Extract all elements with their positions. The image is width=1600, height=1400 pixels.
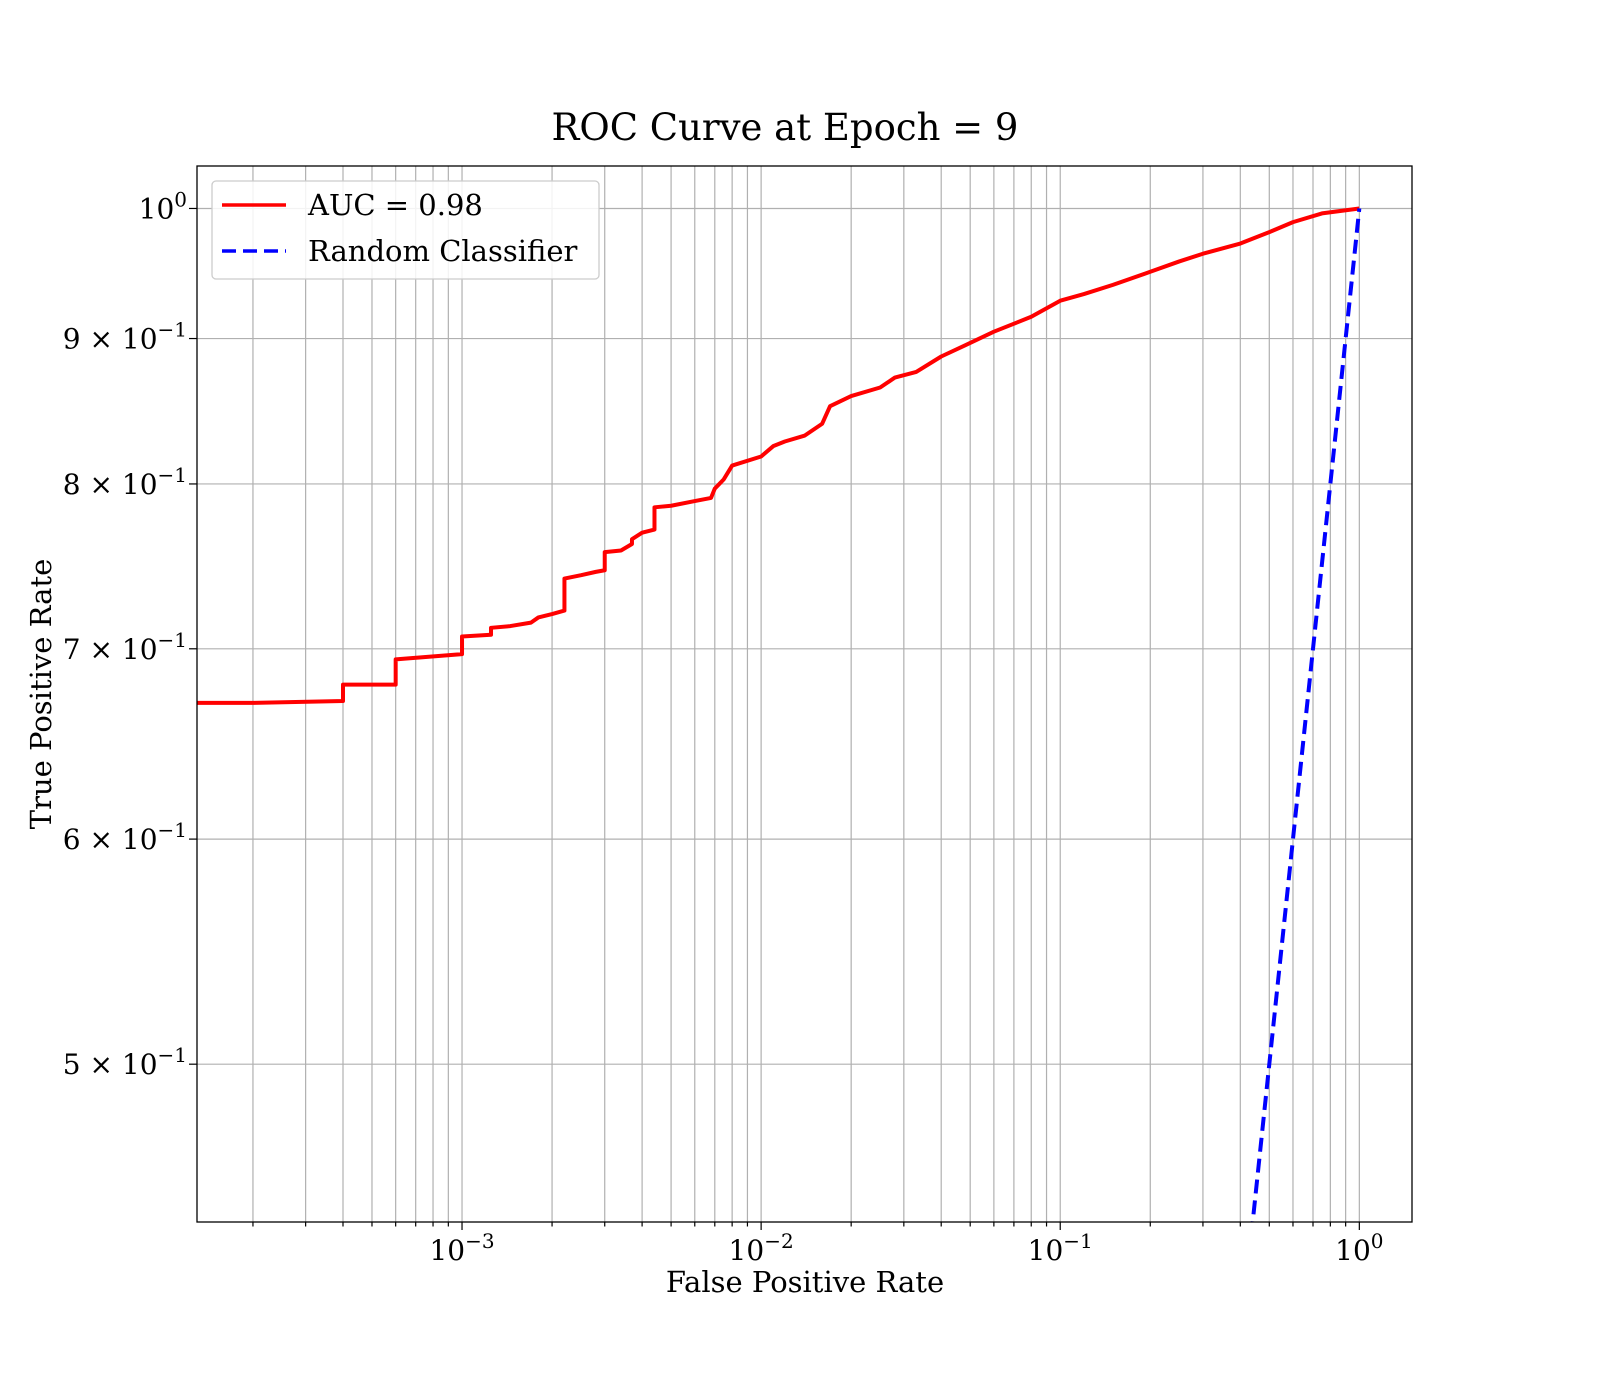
y-tick-label: 6 × 10−1 xyxy=(63,818,187,856)
y-axis-label: True Positive Rate xyxy=(24,559,58,830)
axis-ticks: 10−3 10−2 10−1 100 100 9 × 10−1 8 × 10−1 7 × 10… xyxy=(63,187,1384,1267)
random-classifier-line xyxy=(1250,208,1362,1222)
x-tick-label: 100 xyxy=(1335,1229,1383,1267)
x-axis-label: False Positive Rate xyxy=(666,1265,944,1299)
roc-curve-line xyxy=(197,206,1360,705)
y-tick-label: 5 × 10−1 xyxy=(63,1043,187,1081)
x-tick-label: 10−3 xyxy=(429,1229,494,1267)
legend-entry-auc: AUC = 0.98 xyxy=(307,188,483,222)
plot-frame xyxy=(196,165,1413,1223)
y-tick-label: 7 × 10−1 xyxy=(63,628,187,666)
x-tick-label: 10−2 xyxy=(729,1229,794,1267)
plot-area xyxy=(197,206,1362,1222)
y-tick-label: 100 xyxy=(139,187,187,225)
grid-lines xyxy=(197,166,1412,1222)
legend-entry-random-classifier: Random Classifier xyxy=(308,234,578,268)
legend: AUC = 0.98 Random Classifier xyxy=(211,180,600,280)
x-tick-label: 10−1 xyxy=(1028,1229,1093,1267)
y-tick-label: 9 × 10−1 xyxy=(63,318,187,356)
chart-title: ROC Curve at Epoch = 9 xyxy=(552,106,1019,149)
legend-box xyxy=(211,180,600,280)
y-tick-label: 8 × 10−1 xyxy=(63,463,187,501)
